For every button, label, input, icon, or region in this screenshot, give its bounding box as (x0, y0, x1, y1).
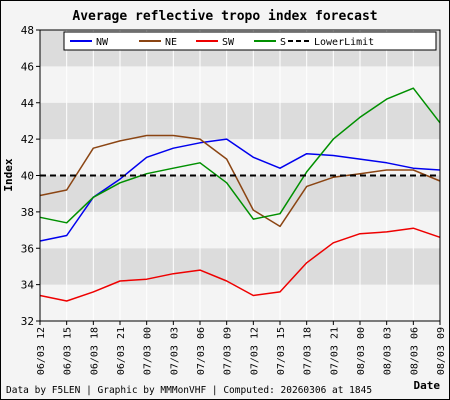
x-tick-label: 07/03 12 (249, 327, 260, 375)
chart-title: Average reflective tropo index forecast (72, 9, 377, 24)
legend-label-sw: SW (222, 37, 235, 48)
legend-box (63, 31, 437, 51)
y-tick-label: 48 (21, 24, 34, 37)
legend-label-ne: NE (165, 37, 177, 48)
plot-bands (40, 30, 440, 321)
legend: NW NE SW S LowerLimit (63, 31, 437, 51)
legend-label-s: S (280, 37, 286, 48)
y-tick-label: 42 (21, 133, 34, 146)
x-tick-label: 08/03 09 (436, 327, 447, 375)
plot-band (40, 211, 440, 249)
series-line-nw (39, 138, 441, 242)
plot-band (40, 102, 440, 140)
x-tick-label: 07/03 15 (276, 327, 287, 375)
series-lines (39, 87, 441, 302)
y-axis-ticks: 32 34 36 38 40 42 44 46 48 (21, 24, 40, 328)
legend-label-nw: NW (96, 37, 109, 48)
x-tick-label: 06/03 12 (36, 327, 47, 375)
plot-band (40, 248, 440, 285)
footer-credits: Data by F5LEN | Graphic by MMMonVHF | Co… (6, 385, 372, 396)
series-line-s (39, 87, 441, 224)
y-tick-label: 38 (21, 206, 34, 219)
x-axis-label: Date (414, 379, 441, 392)
x-tick-label: 07/03 21 (329, 327, 340, 375)
x-tick-label: 06/03 21 (116, 327, 127, 375)
x-tick-label: 07/03 06 (196, 327, 207, 375)
x-tick-label: 07/03 00 (143, 327, 154, 375)
y-tick-label: 34 (21, 279, 35, 292)
legend-label-lowerlimit: LowerLimit (314, 37, 374, 48)
plot-band (40, 284, 440, 321)
y-tick-label: 46 (21, 60, 34, 73)
series-line-ne (39, 134, 441, 228)
y-tick-label: 40 (21, 170, 34, 183)
y-tick-label: 44 (21, 97, 35, 110)
x-tick-label: 08/03 06 (409, 327, 420, 375)
x-tick-label: 07/03 03 (169, 327, 180, 375)
y-tick-label: 36 (21, 242, 34, 255)
x-tick-label: 07/03 18 (303, 327, 314, 375)
x-tick-label: 08/03 00 (356, 327, 367, 375)
x-tick-label: 06/03 15 (63, 327, 74, 375)
x-axis-ticks: 06/03 12 06/03 15 06/03 18 06/03 21 07/03 00… (36, 321, 447, 375)
x-tick-label: 06/03 18 (89, 327, 100, 375)
x-tick-label: 08/03 03 (383, 327, 394, 375)
plot-band (40, 139, 440, 176)
plot-band (40, 66, 440, 103)
plot-band (40, 175, 440, 212)
y-tick-label: 32 (21, 315, 34, 328)
x-tick-label: 07/03 09 (223, 327, 234, 375)
series-line-sw (39, 227, 441, 302)
y-axis-label: Index (2, 158, 15, 191)
